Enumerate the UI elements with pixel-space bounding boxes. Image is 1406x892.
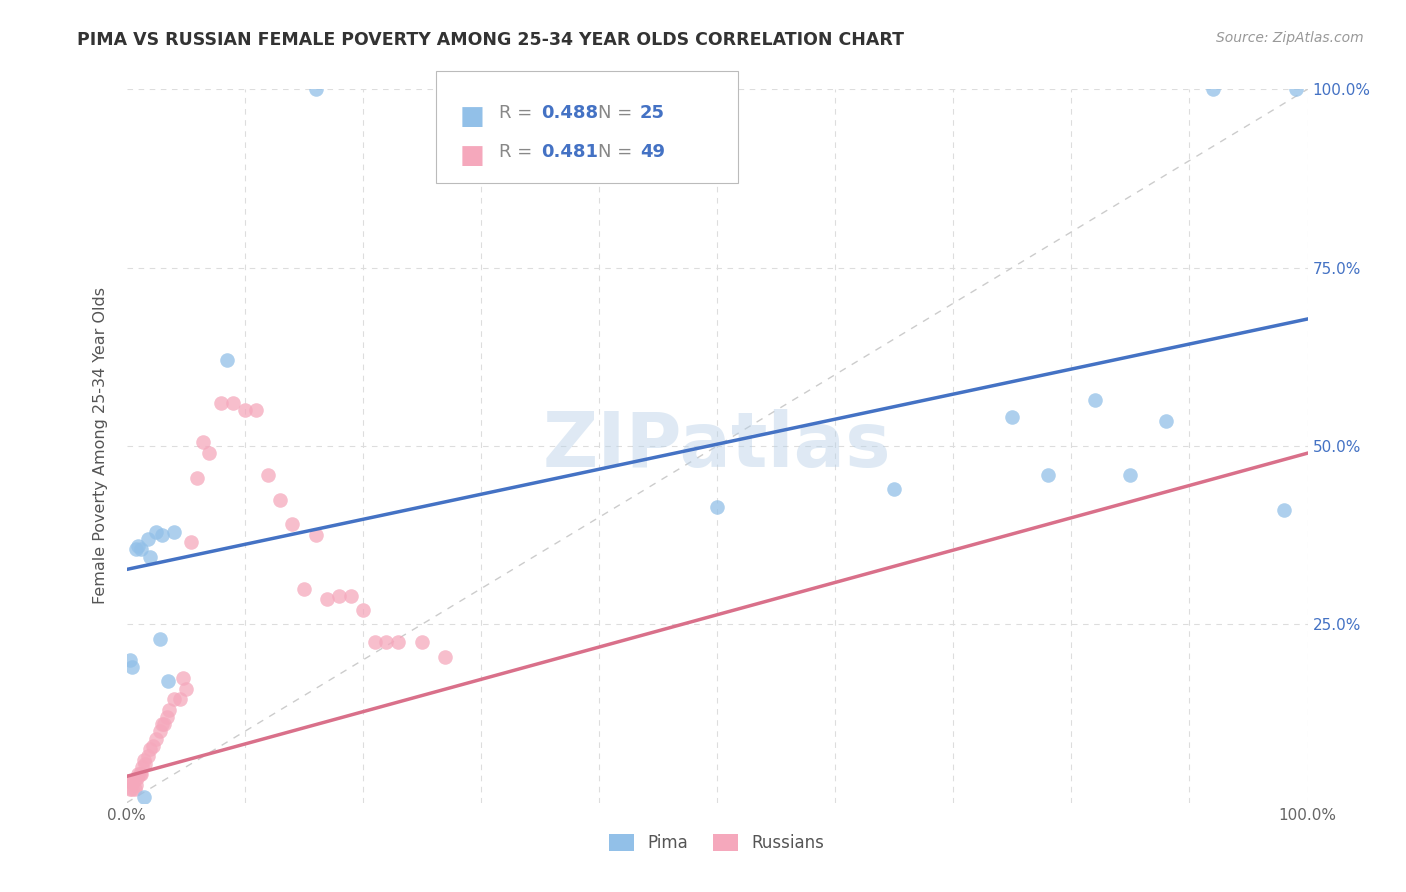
Text: 0.488: 0.488	[541, 104, 599, 122]
Point	[125, 778, 148, 792]
Point	[124, 781, 146, 796]
Point	[163, 692, 186, 706]
Point	[134, 753, 156, 767]
Point	[145, 731, 167, 746]
Point	[222, 396, 245, 410]
Point	[292, 582, 315, 596]
Point	[1084, 392, 1107, 407]
Point	[363, 635, 385, 649]
Y-axis label: Female Poverty Among 25-34 Year Olds: Female Poverty Among 25-34 Year Olds	[93, 287, 108, 605]
Text: Source: ZipAtlas.com: Source: ZipAtlas.com	[1216, 31, 1364, 45]
Point	[149, 724, 172, 739]
Text: 25: 25	[640, 104, 665, 122]
Point	[304, 82, 326, 96]
Point	[136, 749, 159, 764]
Text: N =: N =	[598, 104, 631, 122]
Point	[245, 403, 267, 417]
Point	[129, 767, 152, 781]
Point	[141, 739, 163, 753]
Point	[121, 781, 143, 796]
Point	[281, 517, 304, 532]
Point	[149, 632, 172, 646]
Point	[134, 790, 156, 805]
Point	[120, 781, 142, 796]
Text: R =: R =	[499, 104, 533, 122]
Point	[198, 446, 221, 460]
Point	[233, 403, 256, 417]
Point	[1202, 82, 1225, 96]
Point	[145, 524, 167, 539]
Point	[127, 771, 149, 785]
Point	[1272, 503, 1295, 517]
Point	[129, 542, 152, 557]
Point	[1119, 467, 1142, 482]
Point	[134, 756, 156, 771]
Point	[122, 774, 145, 789]
Text: 49: 49	[640, 143, 665, 161]
Point	[883, 482, 905, 496]
Point	[127, 767, 149, 781]
Point	[304, 528, 326, 542]
Point	[375, 635, 398, 649]
Point	[153, 717, 176, 731]
Point	[121, 660, 143, 674]
Point	[156, 674, 179, 689]
Point	[1285, 82, 1308, 96]
Point	[1001, 410, 1024, 425]
Text: ZIPatlas: ZIPatlas	[543, 409, 891, 483]
Point	[328, 589, 350, 603]
Point	[128, 767, 150, 781]
Point	[169, 692, 191, 706]
Point	[118, 774, 141, 789]
Point	[340, 589, 363, 603]
Point	[209, 396, 232, 410]
Point	[257, 467, 280, 482]
Point	[156, 710, 179, 724]
Text: R =: R =	[499, 143, 533, 161]
Point	[131, 760, 153, 774]
Point	[186, 471, 208, 485]
Point	[352, 603, 374, 617]
Text: 0.481: 0.481	[541, 143, 599, 161]
Point	[180, 535, 202, 549]
Point	[139, 742, 162, 756]
Point	[193, 435, 215, 450]
Point	[174, 681, 197, 696]
Point	[157, 703, 180, 717]
Text: PIMA VS RUSSIAN FEMALE POVERTY AMONG 25-34 YEAR OLDS CORRELATION CHART: PIMA VS RUSSIAN FEMALE POVERTY AMONG 25-…	[77, 31, 904, 49]
Point	[706, 500, 728, 514]
Point	[1154, 414, 1177, 428]
Legend: Pima, Russians: Pima, Russians	[603, 827, 831, 859]
Point	[316, 592, 339, 607]
Point	[269, 492, 291, 507]
Point	[136, 532, 159, 546]
Text: ■: ■	[460, 104, 485, 130]
Point	[127, 539, 149, 553]
Point	[125, 542, 148, 557]
Point	[139, 549, 162, 564]
Point	[172, 671, 194, 685]
Point	[150, 717, 173, 731]
Point	[163, 524, 186, 539]
Text: N =: N =	[598, 143, 631, 161]
Point	[434, 649, 457, 664]
Point	[387, 635, 409, 649]
Point	[215, 353, 238, 368]
Point	[150, 528, 173, 542]
Point	[411, 635, 433, 649]
Point	[1036, 467, 1059, 482]
Text: ■: ■	[460, 143, 485, 169]
Point	[120, 774, 142, 789]
Point	[120, 653, 142, 667]
